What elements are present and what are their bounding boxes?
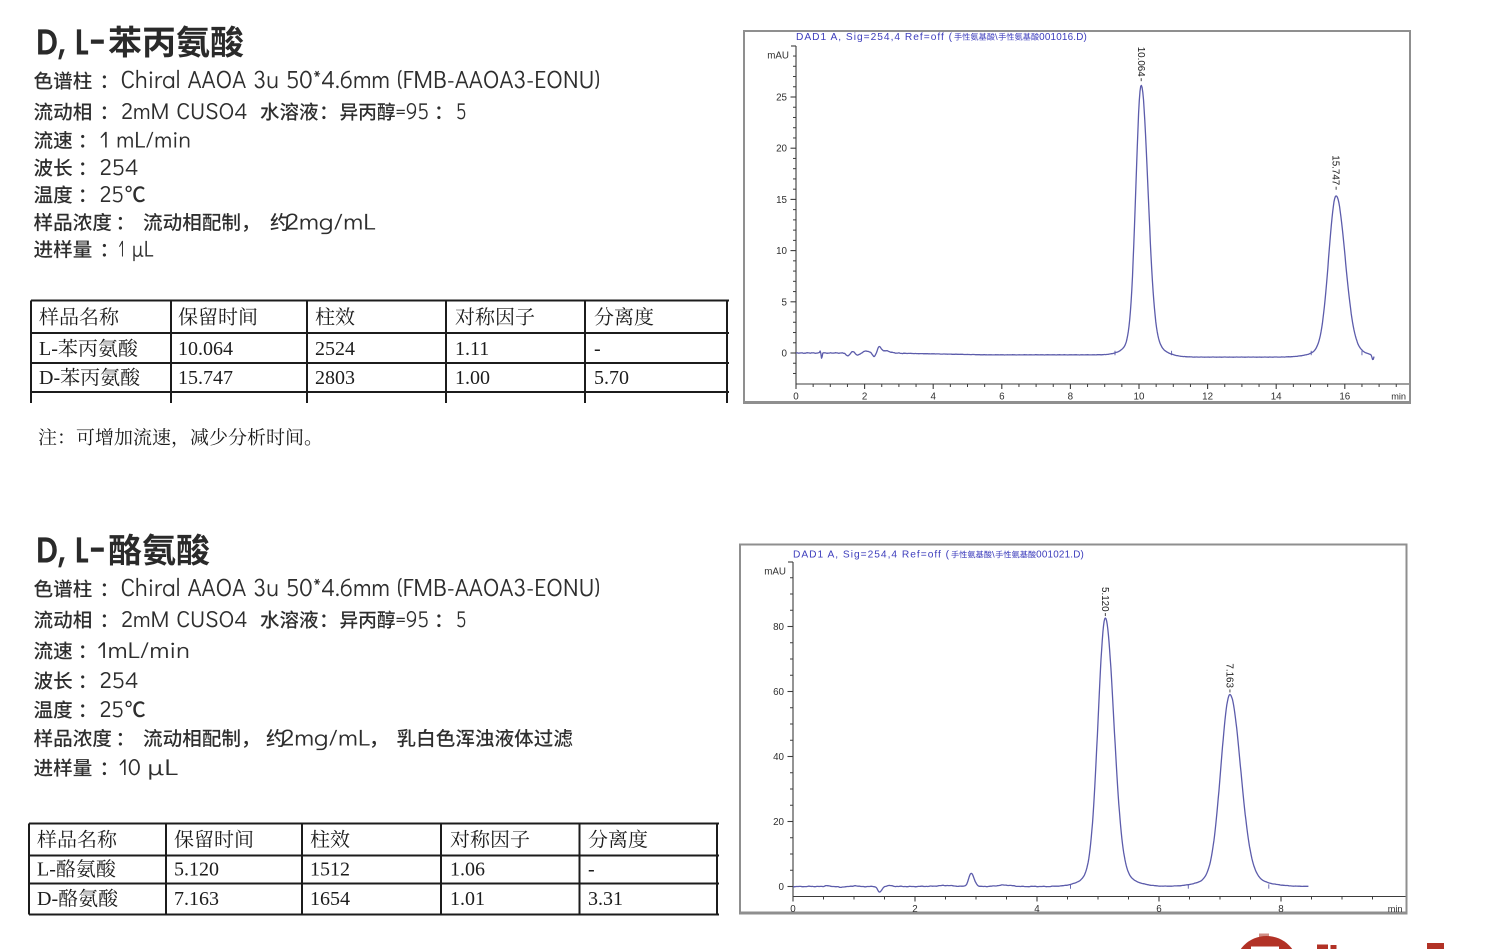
svg-text:L-: L- <box>39 338 58 360</box>
svg-text:1.01: 1.01 <box>450 888 485 910</box>
svg-text:10: 10 <box>1134 392 1145 403</box>
svg-text:-: - <box>594 338 601 360</box>
svg-text:15: 15 <box>776 195 787 206</box>
svg-text:D-: D- <box>39 367 60 389</box>
svg-text:20: 20 <box>773 817 784 828</box>
svg-text:8: 8 <box>1278 904 1284 915</box>
svg-text:mAU: mAU <box>767 51 789 62</box>
svg-text:10.064: 10.064 <box>1135 47 1146 78</box>
svg-text:0: 0 <box>779 882 785 893</box>
svg-text:15.747: 15.747 <box>178 367 233 389</box>
svg-text:16: 16 <box>1339 392 1350 403</box>
svg-text:001016.D): 001016.D) <box>1039 32 1087 43</box>
svg-text:12: 12 <box>1202 392 1213 403</box>
svg-text:5.120: 5.120 <box>174 859 219 881</box>
svg-text:001021.D): 001021.D) <box>1036 550 1084 561</box>
svg-text:2524: 2524 <box>315 338 355 360</box>
svg-text:DAD1 A, Sig=254,4 Ref=off (: DAD1 A, Sig=254,4 Ref=off ( <box>793 550 950 561</box>
svg-text:3.31: 3.31 <box>588 888 623 910</box>
svg-text:2803: 2803 <box>315 367 355 389</box>
svg-text:0: 0 <box>793 392 799 403</box>
svg-text:6: 6 <box>1156 904 1162 915</box>
svg-text:7.163: 7.163 <box>174 888 219 910</box>
svg-text:10.064: 10.064 <box>178 338 233 360</box>
svg-text:1.06: 1.06 <box>450 859 485 881</box>
svg-text:6: 6 <box>999 392 1005 403</box>
svg-text:5.70: 5.70 <box>594 367 629 389</box>
svg-text:1654: 1654 <box>310 888 350 910</box>
svg-text:5: 5 <box>782 297 788 308</box>
svg-text:80: 80 <box>773 622 784 633</box>
svg-text:15.747: 15.747 <box>1330 155 1341 185</box>
svg-text:min: min <box>1391 392 1406 402</box>
svg-text:7.163: 7.163 <box>1224 663 1235 688</box>
svg-text:mAU: mAU <box>764 567 786 578</box>
svg-text:4: 4 <box>930 392 936 403</box>
svg-text:-: - <box>588 859 595 881</box>
svg-text:\: \ <box>992 550 995 561</box>
svg-text:4: 4 <box>1034 904 1040 915</box>
svg-text:1.11: 1.11 <box>455 338 489 360</box>
svg-text:40: 40 <box>773 752 784 763</box>
svg-text:1.00: 1.00 <box>455 367 490 389</box>
svg-text:min: min <box>1388 904 1403 914</box>
svg-text:8: 8 <box>1068 392 1074 403</box>
svg-text:10: 10 <box>776 246 787 257</box>
svg-text:25: 25 <box>776 93 787 104</box>
svg-text:\: \ <box>995 32 998 43</box>
svg-text:60: 60 <box>773 687 784 698</box>
svg-text:1512: 1512 <box>310 859 350 881</box>
svg-text:5.120: 5.120 <box>1099 587 1110 612</box>
svg-text:2: 2 <box>862 392 867 403</box>
svg-text:D-: D- <box>37 888 58 910</box>
svg-text:DAD1 A, Sig=254,4 Ref=off (: DAD1 A, Sig=254,4 Ref=off ( <box>796 32 953 43</box>
svg-text:14: 14 <box>1271 392 1282 403</box>
svg-text:L-: L- <box>37 859 56 881</box>
svg-text:2: 2 <box>912 904 917 915</box>
svg-text:0: 0 <box>790 904 796 915</box>
svg-text:20: 20 <box>776 144 787 155</box>
svg-text:0: 0 <box>782 349 788 360</box>
